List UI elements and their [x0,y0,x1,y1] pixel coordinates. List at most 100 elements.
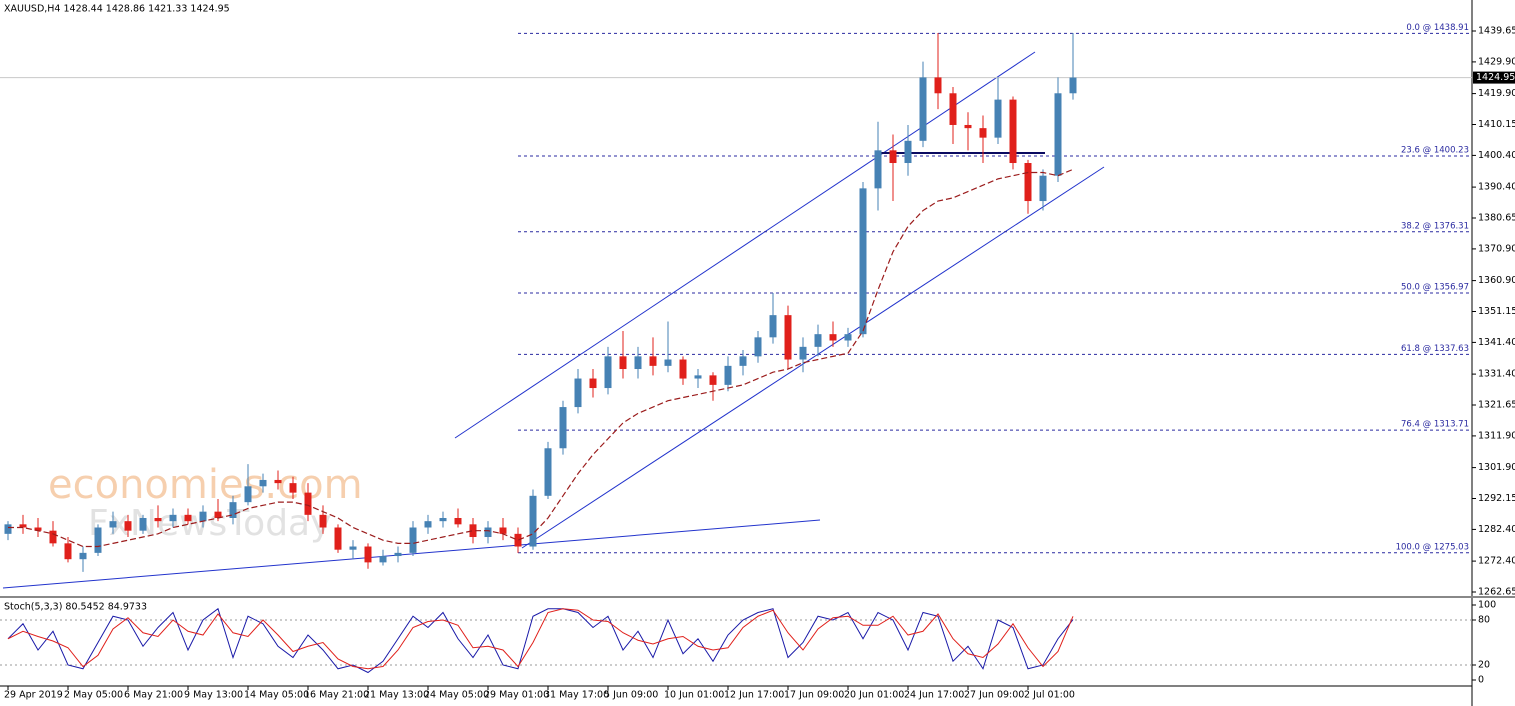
candle-body [679,359,687,379]
candle-body [289,483,297,493]
candle-body [169,514,177,522]
candle-body [829,334,837,341]
fib-label: 76.4 @ 1313.71 [1401,420,1469,430]
y-tick-label: 0 [1478,675,1484,686]
candle-body [379,556,387,563]
candle-body [619,356,627,370]
candle-body [589,378,597,389]
x-tick-label: 14 May 05:00 [244,690,309,701]
x-tick-label: 24 May 05:00 [424,690,489,701]
candle-body [34,527,42,531]
fib-label: 38.2 @ 1376.31 [1401,221,1469,231]
y-tick-label: 1360.90 [1478,275,1515,286]
candle-body [1039,175,1047,202]
y-tick-label: 20 [1478,660,1490,671]
y-tick-label: 1292.15 [1478,493,1515,504]
y-tick-label: 1410.15 [1478,119,1515,130]
candle-body [1069,77,1077,94]
fib-label: 23.6 @ 1400.23 [1401,145,1469,155]
y-tick-label: 100 [1478,600,1496,611]
candle-body [349,546,357,550]
x-tick-label: 24 Jun 17:00 [904,690,964,701]
candle-body [784,315,792,360]
x-tick-label: 12 Jun 17:00 [724,690,784,701]
candle-body [559,407,567,449]
candle-body [199,511,207,522]
stoch-line [7,608,1074,670]
candle-body [604,356,612,389]
y-tick-label: 1272.40 [1478,556,1515,567]
candle-body [439,517,447,522]
candle-body [649,356,657,366]
x-tick-label: 20 Jun 01:00 [844,690,904,701]
y-tick-label: 1419.90 [1478,88,1515,99]
candle-body [229,502,237,518]
candle-body [739,356,747,366]
candle-body [304,492,312,515]
candle-body [364,546,372,563]
x-tick-label: 6 May 21:00 [124,690,183,701]
x-tick-label: 2 May 05:00 [64,690,123,701]
candle-body [454,517,462,525]
y-tick-label: 1370.90 [1478,243,1515,254]
x-tick-label: 29 May 01:00 [484,690,549,701]
y-tick-label: 1390.40 [1478,182,1515,193]
candle-body [844,334,852,341]
y-tick-label: 1341.40 [1478,337,1515,348]
watermark: economies.com [48,462,363,508]
y-tick-label: 80 [1478,615,1490,626]
candle-body [244,486,252,503]
candle-body [574,378,582,408]
fib-label: 100.0 @ 1275.03 [1396,542,1469,552]
candle-body [214,511,222,518]
candle-body [139,517,147,531]
candle-body [994,99,1002,138]
x-tick-label: 9 May 13:00 [184,690,243,701]
y-tick-label: 1282.40 [1478,524,1515,535]
candle-body [934,77,942,94]
candle-body [919,77,927,141]
candle-body [484,527,492,538]
candle-body [724,365,732,385]
candle-body [889,150,897,164]
candle-body [79,552,87,560]
trend-line [2,519,821,589]
candle-body [1009,99,1017,164]
candle-body [49,530,57,544]
candle-body [529,495,537,547]
candle-body [979,128,987,138]
fib-label: 0.0 @ 1438.91 [1406,23,1469,33]
y-tick-label: 1439.65 [1478,25,1515,36]
channel-lower [521,166,1105,549]
x-tick-label: 10 Jun 01:00 [664,690,724,701]
candle-body [694,375,702,379]
candle-body [64,543,72,560]
x-tick-label: 31 May 17:00 [544,690,609,701]
candle-body [259,479,267,487]
candle-body [634,356,642,370]
candle-body [1054,93,1062,176]
x-tick-label: 5 Jun 09:00 [604,690,658,701]
candle-body [154,517,162,522]
x-tick-label: 2 Jul 01:00 [1024,690,1075,701]
x-tick-label: 29 Apr 2019 [4,690,63,701]
indicator-title: Stoch(5,3,3) 80.5452 84.9733 [4,602,147,613]
y-tick-label: 1311.90 [1478,430,1515,441]
candle-body [184,514,192,522]
candle-body [544,448,552,496]
candle-body [964,124,972,129]
candle-body [859,188,867,335]
candle-body [949,93,957,125]
candle-body [514,533,522,547]
y-tick-label: 1429.90 [1478,56,1515,67]
candle-body [409,527,417,553]
candle-body [319,514,327,528]
y-tick-label: 1262.65 [1478,587,1515,598]
x-tick-label: 21 May 13:00 [364,690,429,701]
candle-body [274,479,282,484]
fib-label: 50.0 @ 1356.97 [1401,283,1469,293]
candle-body [814,334,822,347]
stoch-line [7,607,1074,674]
moving-average [8,168,1074,548]
